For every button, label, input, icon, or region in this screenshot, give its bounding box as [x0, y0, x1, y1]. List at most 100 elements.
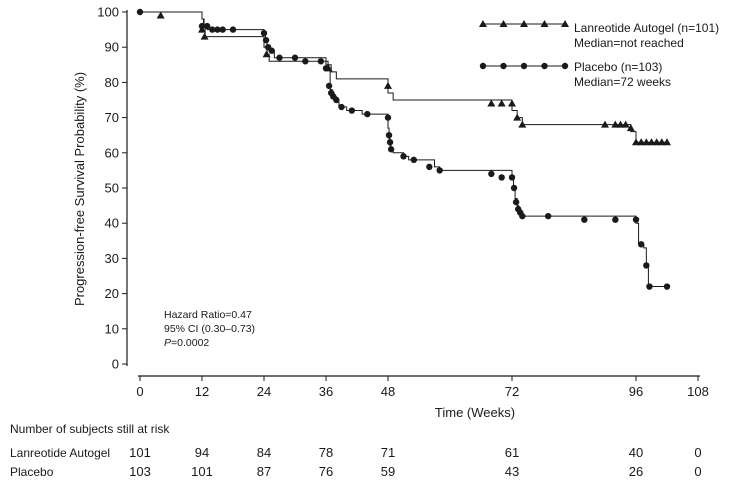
- series-lanreotide: [140, 11, 671, 146]
- censor-mark-placebo: [276, 54, 283, 61]
- x-tick-label: 96: [629, 384, 643, 399]
- censor-mark-lanreotide: [200, 32, 209, 40]
- legend-symbol-lanreotide: [479, 20, 569, 27]
- legend: Lanreotide Autogel (n=101) Median=not re…: [479, 20, 719, 89]
- legend-marker-placebo: [520, 62, 528, 70]
- risk-row-label: Lanreotide Autogel: [10, 446, 111, 460]
- y-tick-label: 40: [105, 216, 119, 231]
- censor-mark-lanreotide: [616, 120, 625, 128]
- censor-mark-placebo: [400, 153, 407, 160]
- axes: 0 10 20 30 40 50 60 70 80 90 100 0 12 24 36 48 72 96 108: [97, 5, 709, 400]
- censor-mark-lanreotide: [508, 99, 516, 107]
- legend-marker-lanreotide: [479, 20, 487, 27]
- risk-table-title: Number of subjects still at risk: [10, 422, 170, 436]
- censor-mark-lanreotide: [621, 120, 630, 128]
- x-tick-label: 48: [381, 384, 395, 399]
- censor-mark-placebo: [209, 26, 216, 33]
- risk-cell: 71: [380, 445, 396, 460]
- x-tick-label: 108: [687, 384, 709, 399]
- x-axis-title: Time (Weeks): [435, 405, 515, 420]
- risk-cell: 101: [129, 445, 151, 460]
- censor-mark-placebo: [436, 167, 443, 174]
- censor-mark-placebo: [663, 283, 671, 290]
- censor-mark-placebo: [268, 47, 275, 54]
- p-value-label: P: [164, 337, 171, 349]
- censor-mark-placebo: [203, 22, 211, 30]
- risk-row-label: Placebo: [10, 465, 54, 479]
- legend-median-placebo: Median=72 weeks: [574, 75, 671, 89]
- censor-mark-placebo: [632, 216, 640, 223]
- series-layer: [136, 8, 671, 290]
- p-value-text: P=0.0002: [164, 337, 209, 349]
- censor-mark-placebo: [364, 110, 371, 118]
- x-tick-label: 12: [195, 384, 209, 399]
- censor-mark-lanreotide: [657, 138, 666, 146]
- censor-mark-placebo: [488, 170, 495, 178]
- legend-marker-lanreotide: [499, 20, 508, 27]
- censor-mark-placebo: [646, 283, 653, 290]
- censor-mark-lanreotide: [626, 124, 635, 132]
- censor-mark-placebo: [317, 58, 325, 65]
- legend-label-placebo: Placebo (n=103): [574, 60, 662, 74]
- y-tick-label: 100: [97, 5, 119, 20]
- censor-mark-placebo: [262, 36, 270, 44]
- censor-mark-placebo: [612, 216, 619, 223]
- legend-marker-placebo: [541, 62, 548, 70]
- y-tick-label: 20: [105, 286, 119, 301]
- censor-mark-placebo: [325, 82, 333, 90]
- legend-marker-lanreotide: [561, 20, 569, 27]
- risk-cell: 26: [628, 464, 644, 479]
- risk-cell: 0: [694, 464, 702, 479]
- censor-mark-placebo: [387, 146, 395, 153]
- legend-marker-placebo: [561, 62, 569, 70]
- censor-mark-placebo: [508, 174, 516, 181]
- censor-mark-placebo: [322, 65, 330, 72]
- risk-cell: 0: [694, 445, 702, 460]
- p-value-number: =0.0002: [171, 337, 209, 349]
- censor-mark-placebo: [348, 107, 356, 114]
- risk-cell: 61: [504, 445, 520, 460]
- censor-mark-lanreotide: [637, 138, 646, 146]
- risk-cell: 101: [191, 464, 213, 479]
- stats-annotation: Hazard Ratio=0.47 95% CI (0.30–0.73) P=0…: [164, 309, 255, 349]
- censor-mark-placebo: [637, 241, 645, 248]
- risk-cell: 59: [380, 464, 396, 479]
- censor-mark-placebo: [198, 22, 206, 30]
- y-tick-label: 70: [105, 110, 119, 125]
- y-tick-label: 10: [105, 321, 119, 336]
- censor-mark-placebo: [544, 212, 552, 220]
- censor-mark-placebo: [498, 174, 505, 181]
- legend-marker-lanreotide: [540, 20, 549, 27]
- y-tick-label: 50: [105, 181, 119, 196]
- legend-median-lanreotide: Median=not reached: [574, 36, 684, 50]
- censor-mark-placebo: [338, 103, 345, 111]
- y-tick-label: 60: [105, 145, 119, 160]
- censor-mark-placebo: [426, 163, 433, 171]
- y-tick-label: 30: [105, 251, 119, 266]
- risk-row-placebo: Placebo 103 101 87 76 59 43 26 0: [0, 464, 745, 480]
- censor-mark-lanreotide: [487, 99, 496, 107]
- censor-mark-lanreotide: [384, 81, 392, 89]
- censor-mark-lanreotide: [497, 99, 506, 107]
- legend-marker-placebo: [479, 62, 487, 70]
- y-tick-label: 0: [112, 357, 119, 372]
- censor-mark-lanreotide: [663, 138, 671, 146]
- censor-mark-lanreotide: [156, 11, 165, 19]
- x-tick-label: 72: [505, 384, 519, 399]
- censor-mark-placebo: [519, 212, 526, 220]
- risk-cell: 78: [318, 445, 334, 460]
- km-chart: 0 10 20 30 40 50 60 70 80 90 100 0 12 24 36 48 72 96 108 L…: [72, 5, 719, 421]
- risk-cell: 76: [318, 464, 334, 479]
- censor-mark-placebo: [386, 139, 394, 146]
- censor-mark-placebo: [333, 96, 340, 104]
- series-placebo: [136, 8, 671, 290]
- censor-mark-lanreotide: [642, 138, 651, 146]
- y-tick-label: 80: [105, 75, 119, 90]
- censor-mark-placebo: [291, 54, 299, 61]
- legend-symbol-placebo: [479, 62, 569, 70]
- hazard-ratio-text: Hazard Ratio=0.47: [164, 309, 252, 321]
- censor-mark-lanreotide: [262, 50, 271, 58]
- censor-mark-lanreotide: [611, 120, 620, 128]
- risk-cell: 84: [256, 445, 272, 460]
- censor-mark-placebo: [136, 8, 144, 16]
